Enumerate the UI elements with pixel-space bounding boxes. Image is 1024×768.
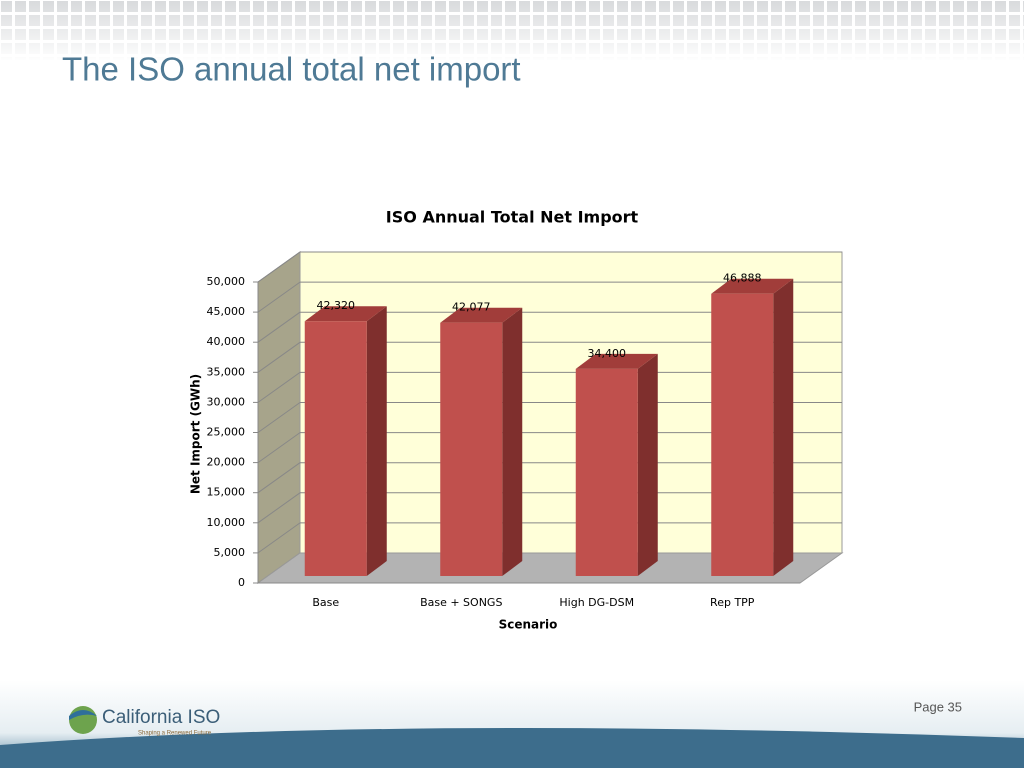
bar xyxy=(711,293,774,576)
header-fade xyxy=(0,0,1024,62)
grid-line-side xyxy=(257,492,301,524)
value-label: 42,077 xyxy=(452,301,491,314)
grid-line-side xyxy=(257,281,301,313)
slide-title: The ISO annual total net import xyxy=(62,51,521,88)
y-tick-label: 20,000 xyxy=(207,456,246,469)
grid-line-side xyxy=(257,311,301,343)
bar-top xyxy=(304,306,387,322)
bar xyxy=(304,321,367,576)
footer-swoosh xyxy=(0,728,1024,768)
y-tick-label: 10,000 xyxy=(207,516,246,529)
y-tick-label: 0 xyxy=(238,576,245,589)
bar-side xyxy=(773,278,794,576)
y-tick-label: 15,000 xyxy=(207,486,246,499)
bar-top xyxy=(711,278,794,294)
logo-mark-top xyxy=(69,710,97,720)
bar-top xyxy=(575,353,658,369)
value-label: 46,888 xyxy=(723,272,762,285)
grid-line-side xyxy=(257,402,301,433)
bar xyxy=(440,322,503,576)
grid-line-side xyxy=(257,432,301,464)
bar-top xyxy=(440,307,523,323)
grid-line-side xyxy=(257,522,301,554)
grid-line-side xyxy=(257,371,301,403)
grid-line-side xyxy=(257,462,301,494)
bar-side xyxy=(637,353,658,576)
logo-tagline: Shaping a Renewed Future xyxy=(138,731,212,737)
x-tick-label: Base xyxy=(312,596,339,609)
y-tick-label: 50,000 xyxy=(207,275,246,288)
y-tick-label: 25,000 xyxy=(207,426,246,439)
x-axis-title: Scenario xyxy=(499,618,558,632)
y-tick-label: 5,000 xyxy=(214,546,246,559)
chart-title: ISO Annual Total Net Import xyxy=(386,208,639,227)
logo-text: California ISO xyxy=(102,707,220,728)
x-tick-label: Base + SONGS xyxy=(420,596,502,609)
page-number: Page 35 xyxy=(914,699,962,714)
x-tick-label: Rep TPP xyxy=(710,596,755,609)
y-tick-label: 35,000 xyxy=(207,365,246,378)
x-tick-label: High DG-DSM xyxy=(559,596,634,609)
value-label: 34,400 xyxy=(588,347,627,360)
grid-line-side xyxy=(257,341,301,373)
value-label: 42,320 xyxy=(317,299,356,312)
y-tick-label: 45,000 xyxy=(207,305,246,318)
y-axis-title: Net Import (GWh) xyxy=(189,374,203,494)
bar-side xyxy=(366,306,387,576)
y-tick-label: 30,000 xyxy=(207,395,246,408)
bar xyxy=(575,368,638,576)
y-tick-label: 40,000 xyxy=(207,335,246,348)
bar-side xyxy=(502,307,523,576)
grid-line-side xyxy=(257,251,301,283)
